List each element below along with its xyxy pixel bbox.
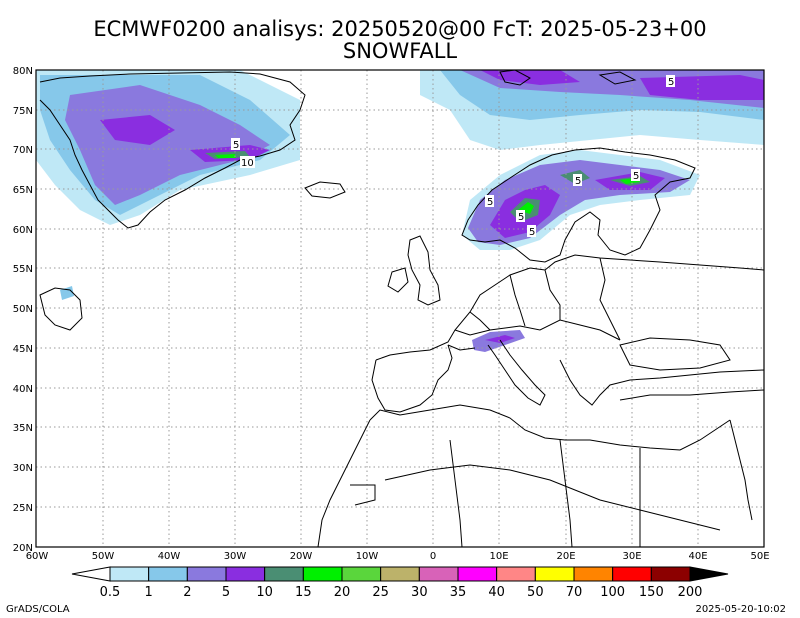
color-bar-label: 100 xyxy=(600,585,625,600)
color-bar-swatch xyxy=(225,566,266,582)
color-bar-swatch xyxy=(612,566,652,582)
lon-label: 30W xyxy=(224,551,247,562)
color-bar-swatch xyxy=(109,566,150,582)
color-bar-swatch xyxy=(418,566,459,582)
color-bar-label: 20 xyxy=(334,585,351,600)
lon-label: 30E xyxy=(622,551,641,562)
lat-label: 60N xyxy=(13,225,33,236)
lon-label: 10E xyxy=(489,551,508,562)
snowfall-shading xyxy=(36,70,764,352)
color-bar-swatch xyxy=(148,566,188,582)
color-bar-label: 2 xyxy=(183,585,191,600)
contour-label: 5 xyxy=(668,77,674,88)
lat-label: 25N xyxy=(13,503,33,514)
lat-label: 80N xyxy=(13,66,33,77)
color-bar-label: 35 xyxy=(450,585,467,600)
lon-label: 0 xyxy=(430,551,436,562)
lon-label: 50E xyxy=(750,551,769,562)
color-bar xyxy=(71,566,729,582)
color-bar-label: 15 xyxy=(295,585,312,600)
color-bar-label: 0.5 xyxy=(100,585,121,600)
lat-label: 75N xyxy=(13,106,33,117)
contour-label: 5 xyxy=(575,176,581,187)
lat-label: 35N xyxy=(13,423,33,434)
color-bar-swatch xyxy=(534,566,575,582)
color-bar-label: 10 xyxy=(256,585,273,600)
color-bar-end-low xyxy=(71,566,111,582)
lon-label: 10W xyxy=(356,551,379,562)
lat-label: 65N xyxy=(13,185,33,196)
lon-label: 40W xyxy=(158,551,181,562)
color-bar-label: 70 xyxy=(566,585,583,600)
lon-label: 50W xyxy=(92,551,115,562)
color-bar-label: 150 xyxy=(639,585,664,600)
contour-label: 5 xyxy=(529,227,535,238)
lat-label: 50N xyxy=(13,304,33,315)
color-bar-end-high xyxy=(689,566,729,582)
lon-label: 20E xyxy=(556,551,575,562)
lat-label: 40N xyxy=(13,384,33,395)
color-bar-swatch xyxy=(380,566,420,582)
color-bar-label: 40 xyxy=(488,585,505,600)
color-bar-label: 1 xyxy=(145,585,153,600)
lat-label: 20N xyxy=(13,543,33,554)
contour-label: 5 xyxy=(518,212,524,223)
color-bar-swatch xyxy=(650,566,691,582)
lat-label: 30N xyxy=(13,463,33,474)
color-bar-swatch xyxy=(573,566,614,582)
map-title: ECMWF0200 analisys: 20250520@00 FcT: 202… xyxy=(93,17,707,41)
color-bar-swatch xyxy=(341,566,382,582)
software-credit: GrADS/COLA xyxy=(6,604,70,615)
color-bar-label: 30 xyxy=(411,585,428,600)
contour-label: 5 xyxy=(487,197,493,208)
color-bar-swatch xyxy=(186,566,227,582)
graticule xyxy=(36,70,764,547)
lat-label: 55N xyxy=(13,264,33,275)
contour-label: 5 xyxy=(233,140,239,151)
color-bar-label: 50 xyxy=(527,585,544,600)
color-bar-swatch xyxy=(457,566,498,582)
longitude-labels: 60W 50W 40W 30W 20W 10W 0 10E 20E 30E 40… xyxy=(26,551,770,562)
color-bar-swatch xyxy=(496,566,536,582)
lat-label: 45N xyxy=(13,344,33,355)
map-frame xyxy=(35,69,765,548)
lon-label: 60W xyxy=(26,551,49,562)
contour-labels: 5 5 10 5 5 5 5 5 xyxy=(231,75,675,238)
color-bar-label: 200 xyxy=(678,585,703,600)
lat-label: 70N xyxy=(13,145,33,156)
color-bar-label: 5 xyxy=(222,585,230,600)
coastlines xyxy=(39,70,764,547)
lon-label: 20W xyxy=(290,551,313,562)
latitude-labels: 80N 75N 70N 65N 60N 55N 50N 45N 40N 35N … xyxy=(13,66,33,554)
generation-timestamp: 2025-05-20-10:02 xyxy=(695,604,786,615)
lon-label: 40E xyxy=(688,551,707,562)
color-bar-labels: 0.5 1 2 5 10 15 20 25 30 35 40 50 70 100 150 200 xyxy=(100,585,703,600)
color-bar-label: 25 xyxy=(372,585,389,600)
color-bar-swatch xyxy=(302,566,343,582)
contour-label: 10 xyxy=(241,158,254,169)
color-bar-swatch xyxy=(264,566,304,582)
map-subtitle: SNOWFALL xyxy=(342,39,458,63)
contour-label: 5 xyxy=(633,171,639,182)
